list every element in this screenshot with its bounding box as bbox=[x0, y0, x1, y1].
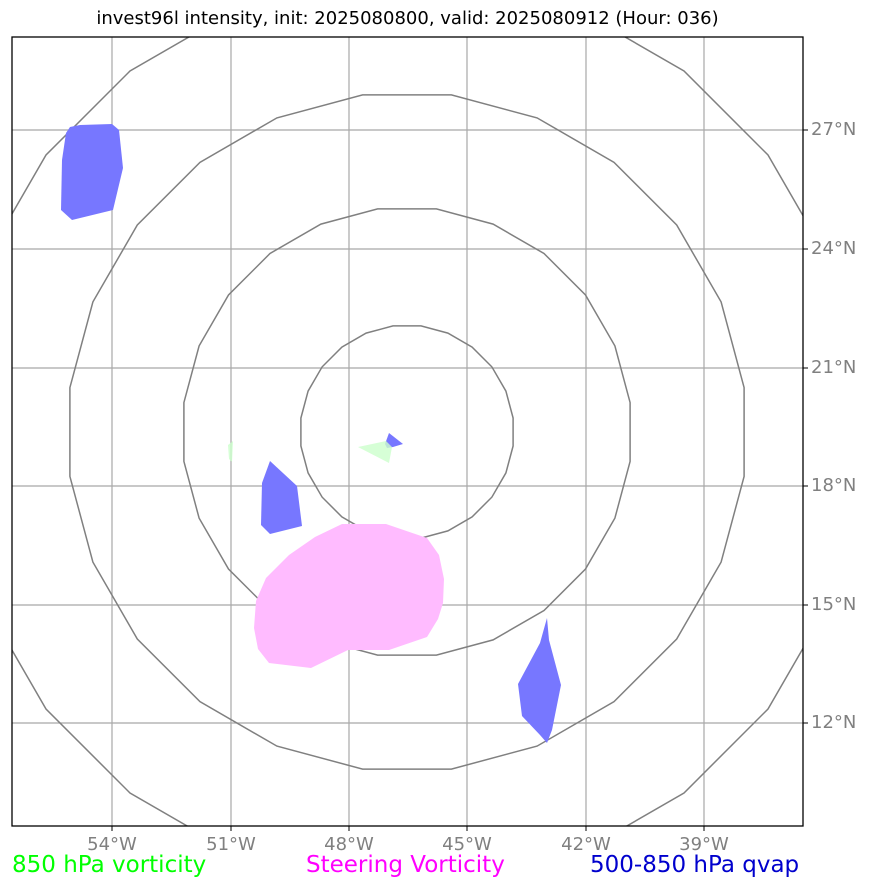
steering-vorticity-region bbox=[254, 524, 444, 668]
lon-label-51w: 51°W bbox=[206, 834, 256, 855]
lon-label-54w: 54°W bbox=[87, 834, 137, 855]
lat-label-21n: 21°N bbox=[811, 357, 857, 378]
legend-qvap: 500-850 hPa qvap bbox=[590, 852, 800, 878]
tick-marks bbox=[111, 129, 808, 831]
map-frame bbox=[11, 36, 804, 827]
range-ring-3 bbox=[69, 94, 745, 770]
range-ring-4 bbox=[12, 37, 803, 826]
lat-label-12n: 12°N bbox=[811, 712, 857, 733]
vorticity-850-center bbox=[358, 441, 392, 463]
graticule bbox=[12, 37, 803, 826]
map-title: invest96l intensity, init: 2025080800, v… bbox=[96, 8, 719, 29]
qvap-region-center-west bbox=[261, 461, 302, 534]
range-ring-2 bbox=[183, 208, 631, 656]
lat-label-15n: 15°N bbox=[811, 594, 857, 615]
qvap-500-850-field bbox=[61, 124, 561, 743]
lat-label-27n: 27°N bbox=[811, 119, 857, 140]
vorticity-850-west bbox=[228, 441, 233, 462]
lon-label-39w: 39°W bbox=[679, 834, 729, 855]
lon-label-48w: 48°W bbox=[324, 834, 374, 855]
range-rings bbox=[12, 37, 803, 826]
range-ring-1 bbox=[300, 325, 514, 539]
qvap-region-northwest bbox=[61, 124, 123, 220]
vorticity-850-field bbox=[228, 441, 392, 463]
lat-label-24n: 24°N bbox=[811, 238, 857, 259]
qvap-region-center bbox=[385, 433, 403, 448]
legend-steering-vorticity: Steering Vorticity bbox=[306, 852, 505, 878]
lon-label-45w: 45°W bbox=[442, 834, 492, 855]
steering-vorticity-field bbox=[254, 524, 444, 668]
lat-label-18n: 18°N bbox=[811, 475, 857, 496]
legend-850-vorticity: 850 hPa vorticity bbox=[12, 852, 207, 878]
lon-label-42w: 42°W bbox=[561, 834, 611, 855]
qvap-region-southeast bbox=[518, 618, 561, 743]
